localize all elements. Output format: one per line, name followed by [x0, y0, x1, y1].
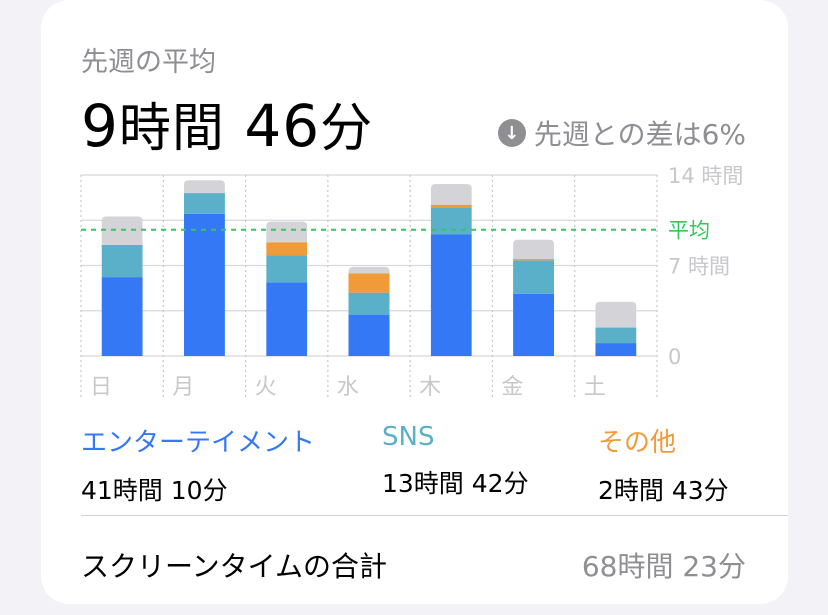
average-hours: 9 [81, 92, 119, 160]
arrow-down-circle-icon: ↓ [497, 119, 526, 147]
legend-entertainment-value: 41時間 10分 [81, 476, 228, 505]
hours-unit: 時間 [118, 99, 225, 159]
legend-other-value: 2時間 43分 [598, 476, 729, 505]
legend-entertainment: エンターテイメント 41時間 10分 [81, 422, 315, 507]
legend-sns: SNS 13時間 42分 [382, 422, 529, 500]
weekly-change-text: 先週との差は6% [533, 118, 746, 151]
weekly-change: ↓ 先週との差は6% [497, 113, 746, 153]
total-screen-time-label: スクリーンタイムの合計 [81, 550, 388, 583]
average-minutes: 46 [244, 92, 321, 160]
legend-other-label: その他 [598, 428, 677, 458]
legend-other: その他 2時間 43分 [598, 422, 729, 507]
minutes-unit: 分 [320, 99, 374, 159]
weekly-average-card [41, 0, 788, 604]
legend-sns-value: 13時間 42分 [382, 469, 529, 498]
legend-sns-label: SNS [382, 422, 435, 452]
legend-entertainment-label: エンターテイメント [81, 428, 316, 458]
total-screen-time-value: 68時間 23分 [581, 550, 746, 583]
card-subtitle: 先週の平均 [81, 47, 216, 78]
divider [81, 515, 788, 516]
average-time-headline: 9時間 46分 [81, 86, 373, 161]
